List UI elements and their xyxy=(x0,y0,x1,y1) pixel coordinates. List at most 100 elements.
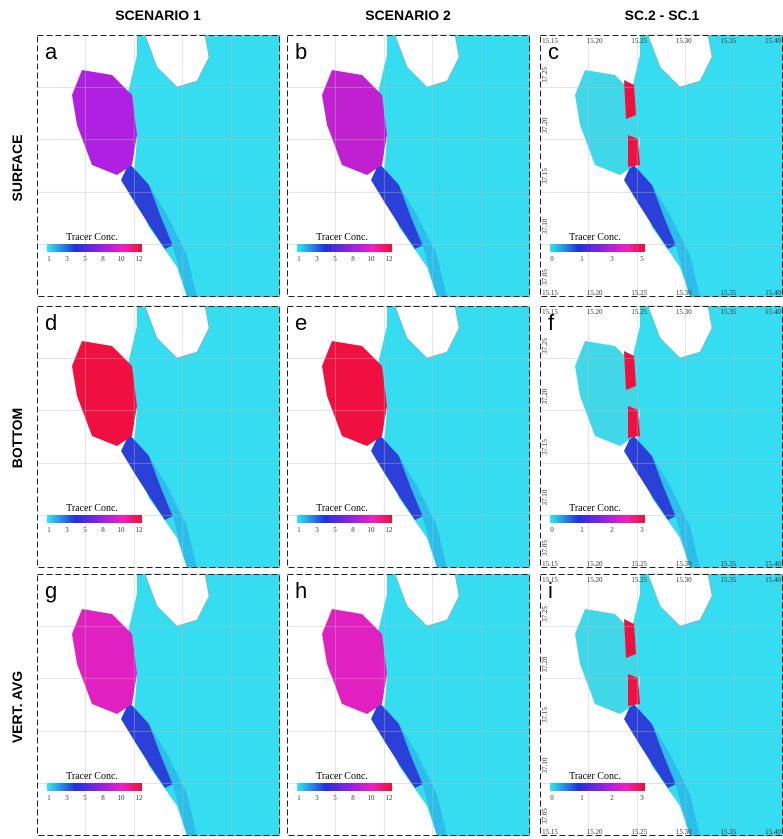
coastal-halo xyxy=(149,456,197,568)
map-panel: e Tracer Conc. 1 3 5 8 10 12 xyxy=(287,305,530,568)
lon-label: 15.30 xyxy=(676,560,692,568)
coastal-halo xyxy=(399,456,447,568)
legend-tick: 10 xyxy=(368,255,376,263)
colorbar xyxy=(47,244,142,252)
coastal-halo xyxy=(652,456,700,568)
panel-letter: a xyxy=(45,39,58,64)
lagoon-plume xyxy=(322,609,387,714)
legend-tick: 3 xyxy=(65,255,69,263)
lon-label: 15.15 xyxy=(542,560,558,568)
lagoon-plume xyxy=(72,341,137,446)
map-panel: b Tracer Conc. 1 3 5 8 10 12 xyxy=(287,34,530,297)
row-header: BOTTOM xyxy=(9,408,25,468)
lat-label: 37.05 xyxy=(541,540,549,556)
lon-label: 15.40 xyxy=(765,289,781,297)
legend-tick: 12 xyxy=(136,255,144,263)
panel-letter: d xyxy=(45,310,57,335)
map-frame xyxy=(37,35,280,297)
lon-label: 15.20 xyxy=(587,37,603,45)
lon-label: 15.30 xyxy=(676,289,692,297)
lat-label: 37.10 xyxy=(541,218,549,234)
lon-label: 15.15 xyxy=(542,308,558,316)
lat-label: 37.25 xyxy=(541,606,549,622)
legend-tick: 12 xyxy=(386,526,394,534)
legend-tick: 12 xyxy=(386,255,394,263)
column-header: SCENARIO 1 xyxy=(115,7,201,23)
legend-title: Tracer Conc. xyxy=(66,771,118,782)
map-panel: i Tracer Conc. 0 1 2 3 15.15 15.15 15.20 15.20 15.… xyxy=(540,573,783,836)
lon-label: 15.25 xyxy=(631,308,647,316)
legend-tick: 1 xyxy=(47,255,51,263)
legend-tick: 5 xyxy=(333,255,337,263)
lat-label: 37.25 xyxy=(541,338,549,354)
lon-label: 15.15 xyxy=(542,37,558,45)
map-panel: a Tracer Conc. 1 3 5 8 10 12 xyxy=(37,34,280,297)
colorbar xyxy=(550,244,645,252)
lon-label: 15.35 xyxy=(721,576,737,584)
legend-tick: 3 xyxy=(640,794,644,802)
legend-tick: 3 xyxy=(315,526,319,534)
lon-label: 15.35 xyxy=(721,560,737,568)
colorbar xyxy=(550,515,645,523)
column-header: SCENARIO 2 xyxy=(365,7,451,23)
difference-hotspot xyxy=(624,619,636,658)
coastal-halo xyxy=(652,724,700,836)
lon-label: 15.20 xyxy=(587,576,603,584)
legend-tick: 5 xyxy=(83,255,87,263)
legend-title: Tracer Conc. xyxy=(316,771,368,782)
lon-label: 15.25 xyxy=(631,828,647,836)
legend-tick: 0 xyxy=(550,526,554,534)
legend-title: Tracer Conc. xyxy=(316,503,368,514)
legend-tick: 1 xyxy=(580,526,584,534)
lon-label: 15.40 xyxy=(765,576,781,584)
lon-label: 15.30 xyxy=(676,37,692,45)
lagoon-plume xyxy=(575,609,640,714)
coastal-halo xyxy=(149,724,197,836)
legend-tick: 3 xyxy=(610,255,614,263)
coastal-halo xyxy=(652,185,700,297)
lagoon-plume xyxy=(72,609,137,714)
coastal-halo xyxy=(149,185,197,297)
map-panel: g Tracer Conc. 1 3 5 8 10 12 xyxy=(37,573,280,836)
lat-label: 37.05 xyxy=(541,808,549,824)
legend-tick: 1 xyxy=(580,255,584,263)
map-panel: h Tracer Conc. 1 3 5 8 10 12 xyxy=(287,573,530,836)
lon-label: 15.35 xyxy=(721,828,737,836)
lagoon-plume xyxy=(322,341,387,446)
legend-tick: 8 xyxy=(101,255,105,263)
lat-label: 37.25 xyxy=(541,67,549,83)
lon-label: 15.30 xyxy=(676,308,692,316)
legend-tick: 8 xyxy=(351,526,355,534)
colorbar xyxy=(47,515,142,523)
legend-title: Tracer Conc. xyxy=(66,503,118,514)
panel-letter: i xyxy=(548,578,553,603)
legend-tick: 1 xyxy=(297,526,301,534)
lon-label: 15.40 xyxy=(765,308,781,316)
legend-tick: 1 xyxy=(47,794,51,802)
map-panel: c Tracer Conc. 0 1 3 5 15.15 15.15 15.20 15.20 15.… xyxy=(540,34,783,297)
map-frame xyxy=(287,574,530,836)
legend-tick: 8 xyxy=(351,255,355,263)
legend-tick: 10 xyxy=(118,526,126,534)
legend-tick: 8 xyxy=(101,794,105,802)
lon-label: 15.15 xyxy=(542,576,558,584)
legend-tick: 5 xyxy=(333,794,337,802)
map-frame xyxy=(37,306,280,568)
lon-label: 15.30 xyxy=(676,828,692,836)
legend-tick: 10 xyxy=(368,526,376,534)
colorbar xyxy=(297,515,392,523)
legend-tick: 3 xyxy=(65,794,69,802)
lat-label: 37.15 xyxy=(541,707,549,723)
lon-label: 15.40 xyxy=(765,37,781,45)
map-panel: d Tracer Conc. 1 3 5 8 10 12 xyxy=(37,305,280,568)
map-frame xyxy=(37,574,280,836)
lon-label: 15.40 xyxy=(765,828,781,836)
lat-label: 37.05 xyxy=(541,269,549,285)
legend-title: Tracer Conc. xyxy=(569,232,621,243)
legend-tick: 8 xyxy=(101,526,105,534)
legend-tick: 2 xyxy=(610,794,614,802)
lon-label: 15.15 xyxy=(542,289,558,297)
panel-letter: b xyxy=(295,39,307,64)
panel-letter: c xyxy=(548,39,559,64)
lagoon-plume xyxy=(72,70,137,175)
